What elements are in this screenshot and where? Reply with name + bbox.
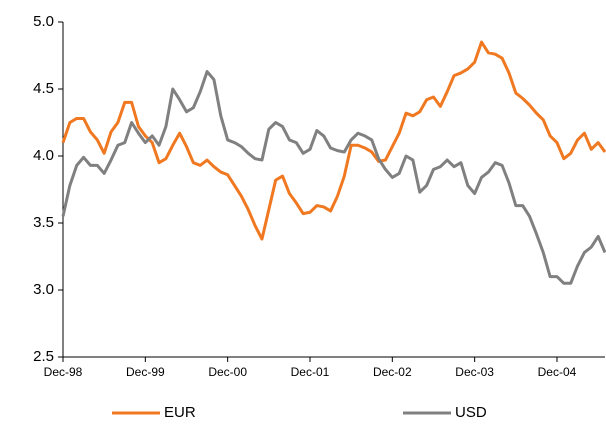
x-tick-label: Dec-04 [538,365,577,379]
y-tick-label: 4.0 [33,147,54,164]
x-tick-label: Dec-01 [291,365,330,379]
y-tick-label: 3.0 [33,281,54,298]
x-tick-label: Dec-99 [126,365,165,379]
x-tick-label: Dec-00 [208,365,247,379]
y-tick-label: 4.5 [33,80,54,97]
x-tick-label: Dec-03 [455,365,494,379]
y-tick-label: 3.5 [33,214,54,231]
line-series [61,40,606,241]
legend-label: EUR [164,404,196,421]
line-series [61,70,606,285]
legend-label: USD [455,404,487,421]
x-tick-label: Dec-98 [44,365,83,379]
y-tick-label: 5.0 [33,13,54,30]
x-tick-label: Dec-02 [373,365,412,379]
y-tick-label: 2.5 [33,348,54,365]
